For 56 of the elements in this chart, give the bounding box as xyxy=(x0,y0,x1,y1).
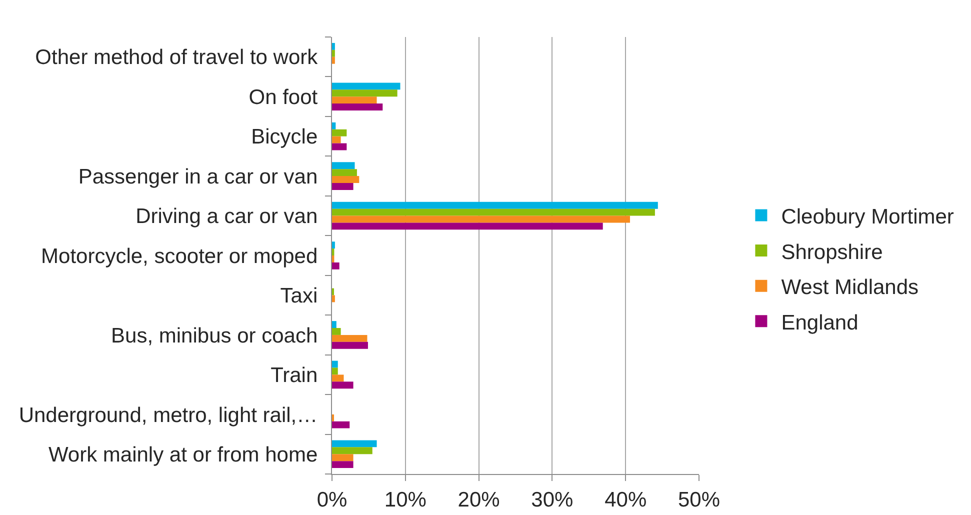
bar xyxy=(332,42,335,50)
bar xyxy=(332,454,354,462)
y-tick-label: Bicycle xyxy=(251,126,318,149)
bar xyxy=(332,421,350,428)
bar xyxy=(332,342,368,349)
y-tick-label: Bus, minibus or coach xyxy=(111,324,318,348)
bar xyxy=(332,216,630,223)
bar xyxy=(332,360,338,368)
bar xyxy=(332,129,347,136)
x-tick-label: 40% xyxy=(604,488,647,512)
y-tick-label: Driving a car or van xyxy=(136,205,318,228)
x-tick-label: 50% xyxy=(678,488,720,512)
bar xyxy=(332,461,354,468)
legend-label: England xyxy=(781,311,858,334)
bar xyxy=(332,262,340,270)
bar xyxy=(332,208,655,216)
bar xyxy=(332,136,341,144)
bar xyxy=(332,328,341,335)
y-tick-label: Motorcycle, scooter or moped xyxy=(41,244,318,268)
bar xyxy=(332,122,336,130)
bar xyxy=(332,162,355,170)
bar xyxy=(332,96,377,104)
legend-label: West Midlands xyxy=(781,276,919,300)
x-tick-label: 0% xyxy=(316,488,348,512)
bar xyxy=(332,242,335,249)
bar xyxy=(332,368,338,375)
legend-label: Shropshire xyxy=(781,240,883,264)
bar xyxy=(332,202,658,209)
bar xyxy=(332,50,335,57)
y-tick-label: Passenger in a car or van xyxy=(78,165,318,188)
bar xyxy=(332,440,377,448)
bar xyxy=(332,447,372,454)
bar xyxy=(332,82,400,90)
bar xyxy=(332,183,354,190)
bar xyxy=(332,90,398,97)
y-tick-label: On foot xyxy=(248,86,318,109)
bar xyxy=(332,56,335,64)
bar xyxy=(332,374,344,382)
y-tick-label: Train xyxy=(270,364,318,388)
bar xyxy=(332,295,335,302)
bar xyxy=(332,334,368,342)
y-tick-label: Work mainly at or from home xyxy=(48,443,318,466)
x-tick-label: 10% xyxy=(384,488,426,512)
x-tick-label: 30% xyxy=(531,488,574,512)
x-tick-label: 20% xyxy=(458,488,500,512)
legend-label: Cleobury Mortimer xyxy=(781,205,954,228)
bar xyxy=(332,104,383,110)
y-tick-label: Other method of travel to work xyxy=(35,46,318,70)
y-tick-label: Underground, metro, light rail,… xyxy=(18,404,318,427)
bar xyxy=(332,382,354,389)
bar xyxy=(332,143,347,150)
bar xyxy=(332,321,336,328)
y-tick-label: Taxi xyxy=(280,284,318,308)
bar xyxy=(332,169,357,176)
bar xyxy=(332,176,360,183)
bar xyxy=(332,222,603,230)
